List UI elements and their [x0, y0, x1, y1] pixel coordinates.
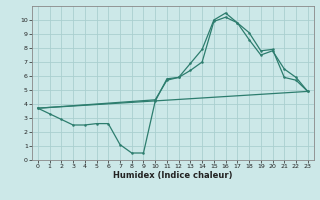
X-axis label: Humidex (Indice chaleur): Humidex (Indice chaleur) — [113, 171, 233, 180]
